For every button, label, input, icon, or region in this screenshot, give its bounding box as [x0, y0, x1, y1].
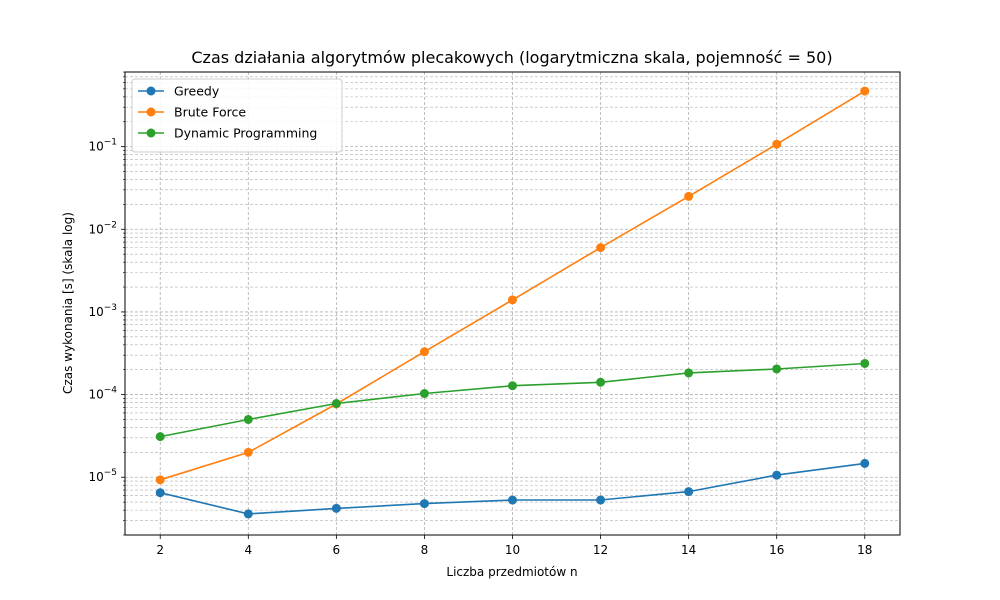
x-tick-label: 18	[857, 543, 872, 557]
legend-label-brute-force: Brute Force	[174, 105, 246, 120]
x-tick-label: 8	[421, 543, 429, 557]
data-point-dynamic-programming	[596, 377, 606, 387]
legend-marker-dynamic-programming	[146, 128, 156, 138]
legend-label-dynamic-programming: Dynamic Programming	[174, 126, 317, 141]
data-point-dynamic-programming	[860, 358, 870, 368]
legend-marker-greedy	[146, 86, 156, 96]
x-tick-label: 2	[156, 543, 164, 557]
y-tick-label: 10−5	[88, 468, 117, 484]
x-tick-label: 10	[505, 543, 520, 557]
data-point-brute-force	[772, 139, 782, 149]
data-point-greedy	[596, 495, 606, 505]
data-point-brute-force	[155, 475, 165, 485]
data-point-brute-force	[243, 447, 253, 457]
data-point-dynamic-programming	[684, 368, 694, 378]
x-tick-label: 14	[681, 543, 696, 557]
legend: Greedy Brute Force Dynamic Programming	[131, 78, 343, 153]
data-point-brute-force	[508, 295, 517, 305]
x-tick-label: 6	[333, 543, 341, 557]
data-point-greedy	[684, 487, 694, 497]
data-point-greedy	[860, 458, 870, 468]
data-point-greedy	[155, 488, 165, 498]
chart-title: Czas działania algorytmów plecakowych (l…	[191, 48, 832, 67]
x-tick-label: 12	[593, 543, 608, 557]
legend-label-greedy: Greedy	[174, 84, 220, 99]
data-point-greedy	[331, 503, 341, 513]
data-point-dynamic-programming	[155, 432, 165, 442]
data-point-dynamic-programming	[419, 389, 429, 399]
data-point-greedy	[508, 495, 517, 505]
data-point-brute-force	[860, 86, 870, 96]
x-axis-label: Liczba przedmiotów n	[446, 565, 577, 579]
data-point-brute-force	[596, 243, 606, 253]
data-point-dynamic-programming	[243, 414, 253, 424]
x-tick-label: 4	[244, 543, 252, 557]
y-tick-label: 10−3	[88, 303, 117, 319]
y-axis-label: Czas wykonania [s] (skala log)	[61, 212, 75, 394]
data-point-brute-force	[684, 191, 694, 201]
data-point-dynamic-programming	[331, 399, 341, 409]
data-point-greedy	[772, 470, 782, 480]
data-point-greedy	[419, 499, 429, 509]
legend-marker-brute-force	[146, 107, 156, 117]
y-tick-label: 10−2	[88, 220, 117, 236]
data-point-greedy	[243, 509, 253, 519]
data-point-dynamic-programming	[772, 364, 782, 374]
data-point-dynamic-programming	[508, 381, 517, 391]
x-tick-label: 16	[769, 543, 784, 557]
y-tick-label: 10−1	[88, 138, 117, 154]
data-point-brute-force	[419, 347, 429, 357]
legend-box	[131, 78, 343, 153]
y-tick-label: 10−4	[88, 386, 117, 402]
